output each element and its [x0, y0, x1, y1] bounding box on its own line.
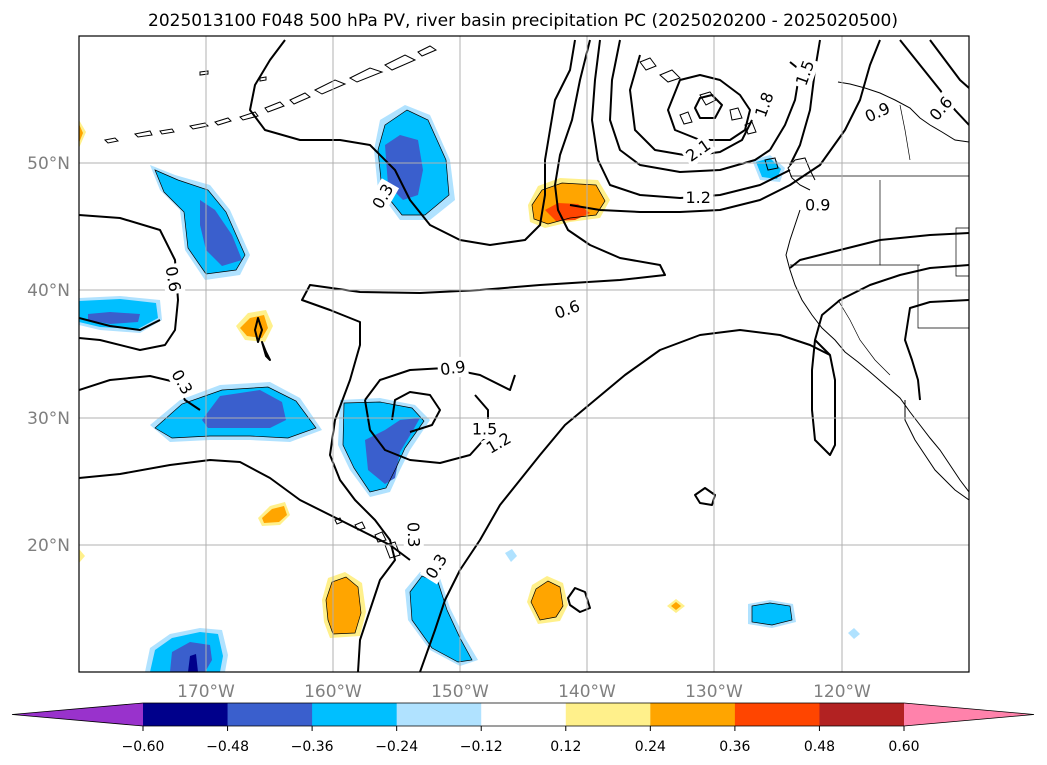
contour-label-text: 1.5: [472, 420, 497, 439]
contour-label-text: 0.3: [403, 522, 423, 548]
contour-label-bg: [680, 133, 717, 168]
lon-tick-label: 120°W: [813, 682, 871, 702]
contour-label: 1.8: [749, 87, 779, 123]
colorbar-tick-label: −0.24: [375, 739, 418, 755]
colorbar-segment: [227, 703, 313, 726]
contour-label-bg: [859, 96, 896, 128]
colorbar-tick-label: −0.60: [122, 739, 165, 755]
contour-label-bg: [165, 364, 199, 400]
colorbar-tick-label: −0.36: [291, 739, 334, 755]
shading-outlines: [154, 109, 793, 663]
colorbar-segment: [734, 703, 820, 726]
contour-label-bg: [366, 178, 400, 215]
colorbar: −0.60 −0.48 −0.36 −0.24 −0.12 0.12 0.24 0.36 0.4…: [11, 702, 1035, 755]
borders: [790, 104, 969, 376]
contour-label: 1.2: [683, 187, 714, 208]
colorbar-tick-label: 0.48: [804, 739, 835, 755]
lat-tick-label: 30°N: [27, 409, 70, 429]
map-title: 2025013100 F048 500 hPa PV, river basin …: [148, 11, 898, 31]
colorbar-tick-label: 0.60: [888, 739, 919, 755]
colorbar-tick-label: −0.12: [460, 739, 503, 755]
contour-label-bg: [480, 426, 517, 460]
contour-label: 0.3: [402, 519, 424, 550]
contour-label-bg: [802, 195, 833, 216]
map-frame: [78, 35, 970, 673]
contour-label-text: 0.9: [439, 357, 467, 379]
coastlines: [103, 45, 969, 559]
lon-tick-label: 150°W: [431, 682, 489, 702]
colorbar-segment: [396, 703, 482, 726]
contour-label-bg: [923, 90, 959, 127]
contour-label-bg: [749, 87, 779, 123]
lon-tick-label: 140°W: [558, 682, 616, 702]
contour-label-bg: [160, 262, 186, 296]
colorbar-tick-label: 0.24: [635, 739, 666, 755]
lat-tick-labels: 20°N 30°N 40°N 50°N: [27, 154, 70, 556]
colorbar-tick-label: 0.36: [719, 739, 750, 755]
lat-tick-label: 50°N: [27, 154, 70, 174]
contour-label-bg: [402, 519, 424, 550]
colorbar-extend-low: [12, 703, 143, 726]
colorbar-segment: [650, 703, 736, 726]
lon-tick-label: 170°W: [177, 682, 235, 702]
colorbar-tick-label: −0.48: [206, 739, 249, 755]
lon-tick-label: 130°W: [685, 682, 743, 702]
map-panel: 0.60.30.30.30.30.60.91.51.21.22.11.81.50…: [27, 35, 970, 702]
lat-tick-label: 20°N: [27, 536, 70, 556]
colorbar-segment: [312, 703, 398, 726]
contour-label: 0.9: [802, 195, 833, 216]
contour-label-bg: [419, 548, 453, 585]
contour-label-bg: [683, 187, 714, 208]
contour-label-text: 1.2: [685, 188, 710, 207]
contour-label-text: 0.6: [162, 265, 185, 293]
colorbar-segment: [143, 703, 229, 726]
colorbar-segment: [565, 703, 651, 726]
contour-labels: 0.60.30.30.30.30.60.91.51.21.22.11.81.50…: [160, 55, 959, 585]
colorbar-segment: [819, 703, 905, 726]
lon-tick-labels: 170°W 160°W 150°W 140°W 130°W 120°W: [177, 682, 871, 702]
contour-label-bg: [469, 419, 500, 439]
contour-label: 0.9: [436, 356, 470, 380]
contour-label-bg: [549, 294, 585, 325]
map-layers: 0.60.30.30.30.30.60.91.51.21.22.11.81.50…: [79, 36, 969, 672]
contour-label: 0.6: [160, 262, 186, 296]
colorbar-extend-high: [904, 703, 1034, 726]
contour-label-bg: [436, 356, 470, 380]
contour-label: 1.5: [469, 419, 500, 439]
colorbar-segment: [481, 703, 567, 726]
lon-tick-label: 160°W: [304, 682, 362, 702]
lat-tick-label: 40°N: [27, 281, 70, 301]
contour-label-bg: [790, 55, 820, 91]
gridlines: [79, 36, 969, 672]
colorbar-tick-label: 0.12: [550, 739, 581, 755]
contour-label-text: 0.9: [805, 196, 830, 215]
